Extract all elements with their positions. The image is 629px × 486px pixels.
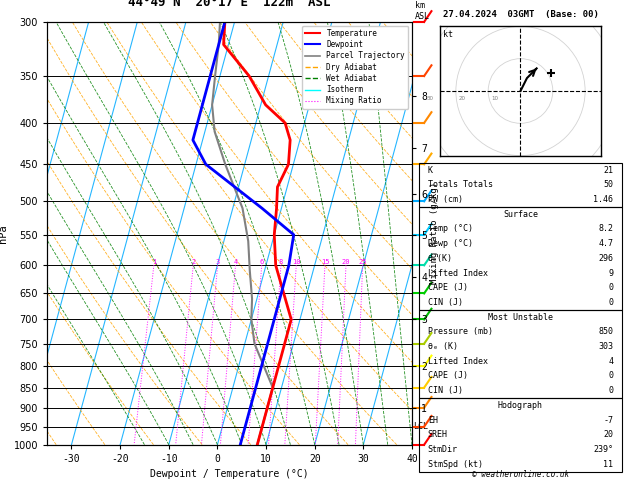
Text: 3: 3 — [216, 260, 220, 265]
Text: km
ASL: km ASL — [415, 1, 430, 21]
Text: 8.2: 8.2 — [598, 225, 613, 233]
Text: 9: 9 — [608, 269, 613, 278]
Text: θₑ(K): θₑ(K) — [428, 254, 453, 263]
Text: 4: 4 — [233, 260, 238, 265]
Text: 27.04.2024  03GMT  (Base: 00): 27.04.2024 03GMT (Base: 00) — [443, 10, 598, 18]
Bar — [420, 163, 621, 207]
Text: Temp (°C): Temp (°C) — [428, 225, 473, 233]
Text: 0: 0 — [608, 298, 613, 307]
Text: StmDir: StmDir — [428, 445, 458, 454]
Text: SREH: SREH — [428, 430, 448, 439]
Text: 21: 21 — [603, 166, 613, 174]
Text: CAPE (J): CAPE (J) — [428, 371, 468, 381]
Text: -7: -7 — [603, 416, 613, 425]
Text: θₑ (K): θₑ (K) — [428, 342, 458, 351]
Text: 303: 303 — [598, 342, 613, 351]
Text: Lifted Index: Lifted Index — [428, 269, 487, 278]
Text: StmSpd (kt): StmSpd (kt) — [428, 460, 483, 469]
Text: 296: 296 — [598, 254, 613, 263]
Text: 0: 0 — [608, 371, 613, 381]
Text: PW (cm): PW (cm) — [428, 195, 463, 204]
Text: 11: 11 — [603, 460, 613, 469]
Text: 20: 20 — [342, 260, 350, 265]
Text: 50: 50 — [603, 180, 613, 190]
Text: 20: 20 — [459, 96, 466, 101]
Bar — [420, 398, 621, 471]
Text: 44°49'N  20°17'E  122m  ASL: 44°49'N 20°17'E 122m ASL — [128, 0, 331, 9]
Text: Most Unstable: Most Unstable — [488, 312, 553, 322]
X-axis label: Dewpoint / Temperature (°C): Dewpoint / Temperature (°C) — [150, 469, 309, 479]
Text: Pressure (mb): Pressure (mb) — [428, 328, 493, 336]
Text: Dewp (°C): Dewp (°C) — [428, 239, 473, 248]
Text: CIN (J): CIN (J) — [428, 298, 463, 307]
Legend: Temperature, Dewpoint, Parcel Trajectory, Dry Adiabat, Wet Adiabat, Isotherm, Mi: Temperature, Dewpoint, Parcel Trajectory… — [302, 26, 408, 108]
Text: 1.46: 1.46 — [593, 195, 613, 204]
Text: 239°: 239° — [593, 445, 613, 454]
Text: 4: 4 — [608, 357, 613, 366]
Text: 25: 25 — [359, 260, 367, 265]
Text: 2: 2 — [191, 260, 196, 265]
Text: Surface: Surface — [503, 210, 538, 219]
Text: EH: EH — [428, 416, 438, 425]
Y-axis label: hPa: hPa — [0, 224, 8, 243]
Bar — [420, 310, 621, 398]
Y-axis label: Mixing Ratio (g/kg): Mixing Ratio (g/kg) — [430, 182, 438, 284]
Text: CAPE (J): CAPE (J) — [428, 283, 468, 292]
Text: Lifted Index: Lifted Index — [428, 357, 487, 366]
Text: 8: 8 — [279, 260, 283, 265]
Text: 20: 20 — [603, 430, 613, 439]
Text: 15: 15 — [321, 260, 329, 265]
Text: 10: 10 — [491, 96, 498, 101]
Text: © weatheronline.co.uk: © weatheronline.co.uk — [472, 470, 569, 479]
Text: K: K — [428, 166, 433, 174]
Text: Hodograph: Hodograph — [498, 401, 543, 410]
Text: CIN (J): CIN (J) — [428, 386, 463, 395]
Text: 0: 0 — [608, 386, 613, 395]
Text: Totals Totals: Totals Totals — [428, 180, 493, 190]
Text: 850: 850 — [598, 328, 613, 336]
Text: 0: 0 — [608, 283, 613, 292]
Bar — [420, 207, 621, 310]
Text: 4.7: 4.7 — [598, 239, 613, 248]
Text: 10: 10 — [292, 260, 301, 265]
Text: LCL: LCL — [413, 422, 428, 431]
Text: kt: kt — [443, 30, 453, 38]
Text: 30: 30 — [427, 96, 434, 101]
Text: 6: 6 — [260, 260, 264, 265]
Text: 1: 1 — [152, 260, 156, 265]
